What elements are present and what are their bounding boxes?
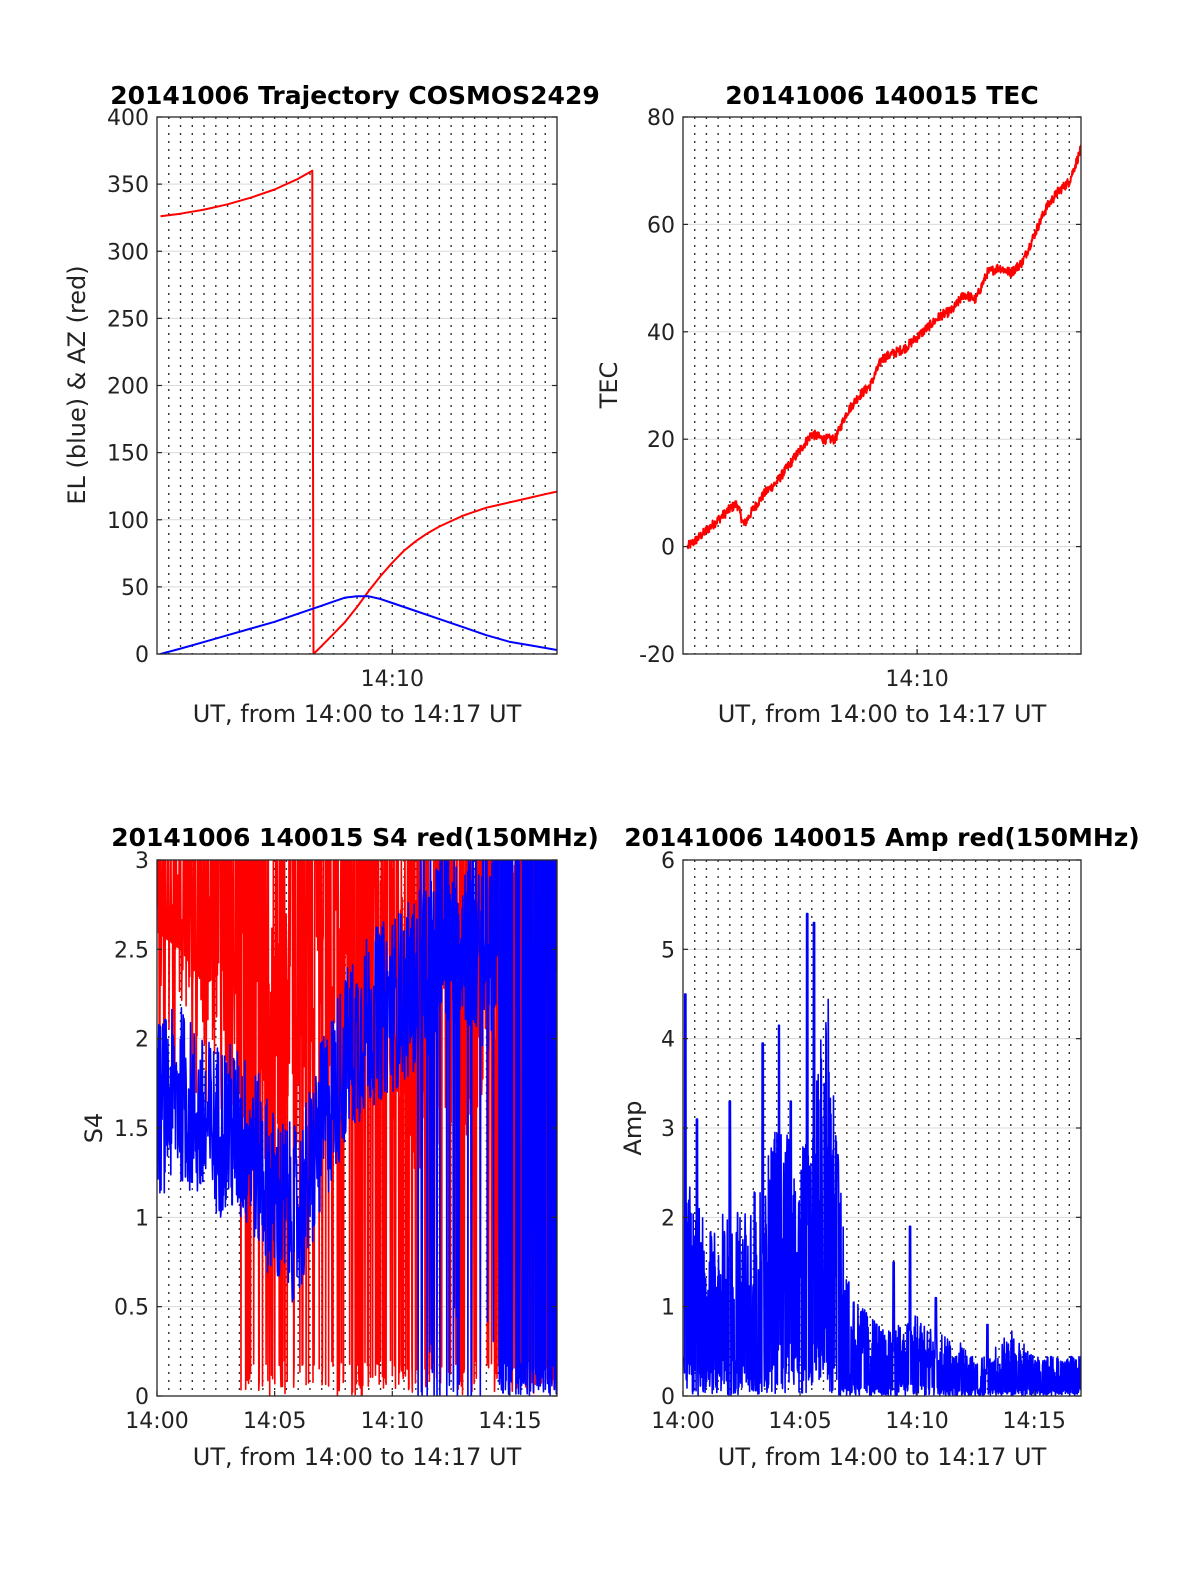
y-tick-label: 200	[107, 375, 149, 400]
y-tick-label: 350	[107, 173, 149, 198]
y-tick-label: 3	[661, 1117, 675, 1142]
x-tick-label: 14:00	[125, 1409, 188, 1434]
x-tick-label: 14:05	[243, 1409, 306, 1434]
y-tick-label: 250	[107, 307, 149, 332]
y-tick-label: 80	[647, 106, 675, 131]
y-axis-label: Amp	[619, 1100, 647, 1155]
y-tick-label: 60	[647, 213, 675, 238]
panel-amp: 20141006 140015 Amp red(150MHz) UT, from…	[619, 823, 1140, 1471]
y-tick-label: 20	[647, 428, 675, 453]
chart-title: 20141006 140015 TEC	[725, 81, 1038, 110]
series-line	[683, 912, 1081, 1396]
plot-area	[157, 860, 557, 1396]
y-tick-label: 0	[661, 1385, 675, 1410]
x-tick-label: 14:10	[885, 1409, 948, 1434]
y-tick-label: 2	[661, 1206, 675, 1231]
x-axis-label: UT, from 14:00 to 14:17 UT	[718, 700, 1047, 728]
y-tick-label: 4	[661, 1028, 675, 1053]
series-line	[157, 860, 557, 1396]
y-tick-label: -20	[639, 643, 675, 668]
panel-tec: 20141006 140015 TEC UT, from 14:00 to 14…	[595, 81, 1082, 728]
y-tick-label: 1	[661, 1296, 675, 1321]
y-tick-label: 3	[135, 849, 149, 874]
y-tick-label: 100	[107, 509, 149, 534]
plot-area	[686, 144, 1081, 550]
y-tick-label: 400	[107, 106, 149, 131]
y-tick-label: 5	[661, 938, 675, 963]
plot-area	[683, 912, 1081, 1396]
plot-area	[160, 169, 557, 654]
series-line	[157, 860, 557, 1396]
series-line	[686, 144, 1081, 550]
chart-title: 20141006 Trajectory COSMOS2429	[110, 81, 600, 110]
x-tick-label: 14:15	[1002, 1409, 1065, 1434]
chart-title: 20141006 140015 Amp red(150MHz)	[624, 823, 1140, 852]
panel-trajectory: 20141006 Trajectory COSMOS2429 UT, from …	[63, 81, 600, 728]
x-tick-label: 14:00	[651, 1409, 714, 1434]
series-line	[160, 595, 557, 654]
y-tick-label: 0	[661, 536, 675, 561]
y-tick-label: 1	[135, 1206, 149, 1231]
x-axis-label: UT, from 14:00 to 14:17 UT	[193, 1443, 522, 1471]
x-tick-label: 14:10	[361, 1409, 424, 1434]
x-tick-label: 14:05	[768, 1409, 831, 1434]
x-axis-label: UT, from 14:00 to 14:17 UT	[718, 1443, 1047, 1471]
y-tick-label: 0	[135, 643, 149, 668]
chart-title: 20141006 140015 S4 red(150MHz)	[111, 823, 599, 852]
x-axis-label: UT, from 14:00 to 14:17 UT	[193, 700, 522, 728]
y-tick-label: 1.5	[114, 1117, 149, 1142]
y-tick-label: 150	[107, 442, 149, 467]
y-axis-label: TEC	[595, 362, 623, 410]
y-tick-label: 2	[135, 1028, 149, 1053]
y-tick-label: 50	[121, 576, 149, 601]
y-tick-label: 40	[647, 321, 675, 346]
x-tick-label: 14:10	[885, 667, 948, 692]
x-tick-label: 14:10	[361, 667, 424, 692]
y-tick-label: 300	[107, 240, 149, 265]
panel-s4: 20141006 140015 S4 red(150MHz) UT, from …	[80, 823, 599, 1471]
y-tick-label: 2.5	[114, 938, 149, 963]
y-axis-label: S4	[80, 1113, 108, 1144]
y-tick-label: 0.5	[114, 1296, 149, 1321]
x-tick-label: 14:15	[478, 1409, 541, 1434]
y-tick-label: 6	[661, 849, 675, 874]
y-axis-label: EL (blue) & AZ (red)	[63, 265, 91, 504]
axes-frame	[682, 116, 1082, 655]
y-tick-label: 0	[135, 1385, 149, 1410]
series-line	[160, 169, 557, 654]
